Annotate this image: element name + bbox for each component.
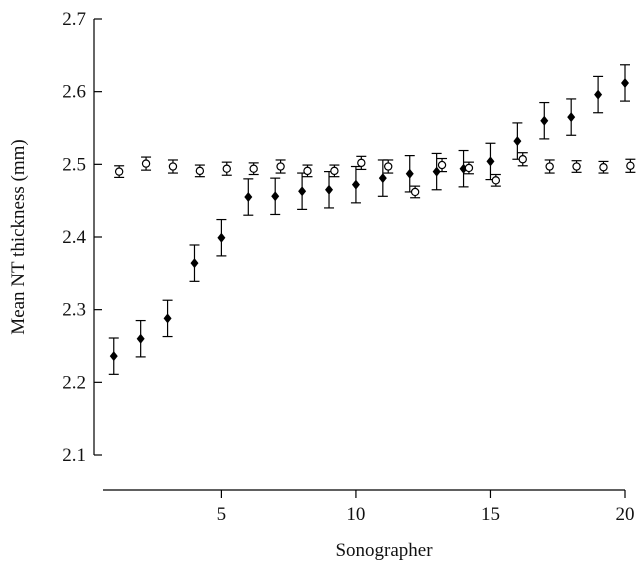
axes: [93, 19, 625, 491]
data-point: [243, 178, 254, 216]
y-tick-label: 2.3: [62, 300, 86, 321]
series-1: [114, 152, 636, 199]
y-tick-label: 2.5: [62, 154, 86, 175]
data-point: [162, 299, 173, 338]
circle-marker: [491, 176, 501, 185]
circle-marker: [330, 166, 339, 176]
data-point: [114, 165, 125, 179]
data-point: [544, 159, 555, 174]
data-point: [248, 162, 259, 176]
y-axis-ticks: 2.1 2.2 2.3 2.4 2.5 2.6 2.7: [62, 9, 102, 466]
circle-marker: [168, 162, 178, 171]
diamond-marker: [432, 166, 441, 177]
x-tick-label: 10: [346, 504, 365, 525]
diamond-marker: [567, 112, 576, 123]
data-point: [571, 160, 582, 173]
data-point: [620, 64, 630, 102]
data-point: [598, 160, 609, 174]
circle-marker: [384, 162, 393, 171]
y-tick-label: 2.4: [62, 227, 86, 248]
diamond-marker: [190, 258, 199, 269]
diamond-marker: [325, 184, 334, 195]
y-axis-title: Mean NT thickness (mm): [8, 139, 29, 334]
data-point: [539, 101, 550, 140]
data-point: [625, 158, 636, 173]
y-tick-label: 2.6: [62, 82, 86, 103]
circle-marker: [626, 161, 635, 170]
circle-marker: [572, 162, 581, 171]
circle-marker: [545, 162, 554, 171]
x-axis-ticks: 5 10 15 20: [217, 490, 635, 525]
data-point: [517, 152, 528, 167]
y-tick-label: 2.2: [62, 372, 86, 393]
data-point: [463, 161, 474, 175]
x-tick-label: 15: [481, 504, 500, 525]
diamond-marker: [594, 89, 603, 100]
diamond-marker: [621, 77, 629, 88]
circle-marker: [249, 164, 258, 173]
series-0: [108, 64, 630, 375]
diamond-marker: [351, 179, 360, 190]
data-point: [108, 337, 119, 375]
data-point: [275, 159, 286, 174]
diamond-marker: [109, 351, 118, 362]
data-point: [302, 164, 313, 178]
diamond-marker: [513, 136, 522, 147]
diamond-marker: [163, 313, 172, 324]
y-tick-label: 2.7: [62, 9, 86, 30]
circle-marker: [518, 155, 527, 164]
data-point: [270, 177, 281, 216]
circle-marker: [222, 164, 231, 173]
data-point: [437, 157, 448, 173]
data-point: [297, 172, 308, 210]
diamond-marker: [217, 232, 226, 243]
diamond-marker: [405, 168, 414, 179]
data-point: [458, 149, 469, 188]
circle-marker: [276, 162, 285, 171]
data-point: [512, 122, 523, 160]
data-point: [221, 161, 232, 176]
data-point: [329, 164, 340, 178]
data-point: [135, 319, 146, 358]
data-point: [431, 152, 442, 191]
circle-marker: [599, 163, 608, 172]
diamond-marker: [298, 186, 307, 197]
diamond-marker: [136, 333, 145, 344]
data-point: [410, 185, 421, 199]
data-point: [566, 98, 577, 136]
data-point: [350, 165, 361, 204]
circle-marker: [464, 163, 474, 173]
data-point: [216, 218, 227, 257]
series-layer: [108, 64, 636, 375]
diamond-marker: [244, 192, 253, 203]
diamond-marker: [271, 191, 280, 202]
data-point: [593, 75, 604, 114]
circle-marker: [114, 167, 124, 176]
data-point: [356, 155, 367, 171]
data-point: [490, 173, 501, 187]
data-point: [383, 159, 394, 174]
y-tick-label: 2.1: [62, 445, 86, 466]
circle-marker: [303, 166, 312, 176]
circle-marker: [410, 187, 420, 197]
data-point: [167, 159, 178, 174]
x-tick-label: 5: [217, 504, 227, 525]
data-point: [141, 156, 152, 171]
x-tick-label: 20: [616, 504, 635, 525]
diamond-marker: [540, 115, 549, 126]
diamond-marker: [378, 173, 387, 184]
data-point: [189, 244, 200, 282]
x-axis-title: Sonographer: [335, 540, 433, 560]
diamond-marker: [486, 156, 495, 167]
data-point: [377, 159, 388, 197]
circle-marker: [437, 160, 447, 170]
circle-marker: [357, 158, 366, 168]
circle-marker: [195, 166, 205, 176]
circle-marker: [141, 159, 151, 168]
data-point: [194, 164, 205, 178]
